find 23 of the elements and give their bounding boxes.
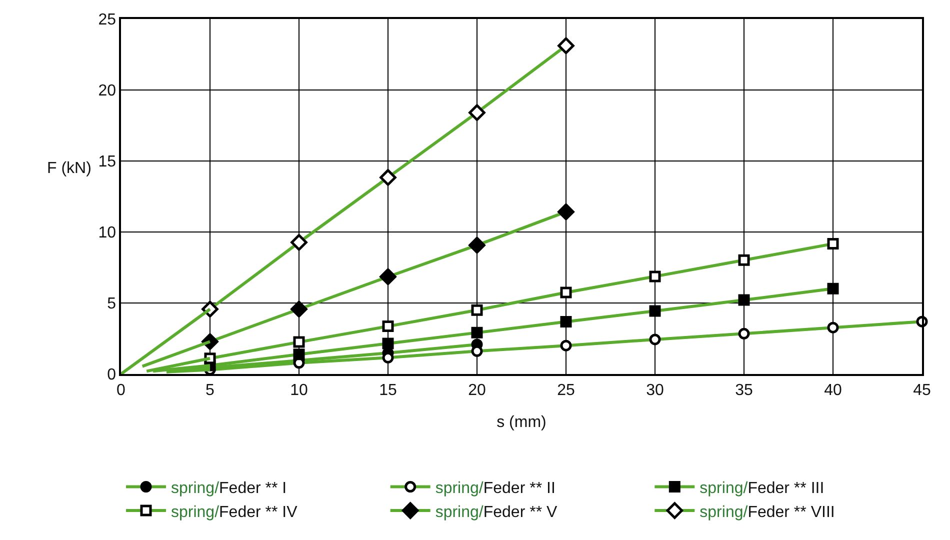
x-tick-label: 40: [824, 382, 842, 399]
x-tick-label: 10: [290, 382, 308, 399]
legend-label: spring/Feder ** II: [435, 480, 556, 497]
legend-label: spring/Feder ** I: [171, 480, 287, 497]
y-tick-label: 25: [98, 12, 116, 29]
y-tick-label: 20: [98, 82, 116, 100]
x-tick-label: 35: [735, 382, 753, 399]
y-tick-label: 10: [98, 224, 116, 242]
x-tick-label: 30: [646, 382, 664, 399]
y-tick-label: 0: [107, 366, 116, 384]
x-tick-label: 45: [913, 382, 931, 399]
x-tick-label: 25: [557, 382, 575, 399]
x-axis-title: s (mm): [496, 414, 546, 432]
x-tick-label: 5: [206, 382, 215, 399]
y-tick-label: 5: [107, 296, 116, 313]
y-axis-title: F (kN): [47, 160, 92, 177]
x-tick-label: 15: [379, 382, 397, 399]
legend-label: spring/Feder ** IV: [171, 504, 298, 521]
legend-label: spring/Feder ** V: [435, 504, 558, 521]
legend-label: spring/Feder ** VIII: [700, 504, 835, 521]
x-tick-label: 20: [468, 382, 486, 399]
y-tick-label: 15: [98, 154, 116, 171]
legend-label: spring/Feder ** III: [700, 480, 824, 497]
